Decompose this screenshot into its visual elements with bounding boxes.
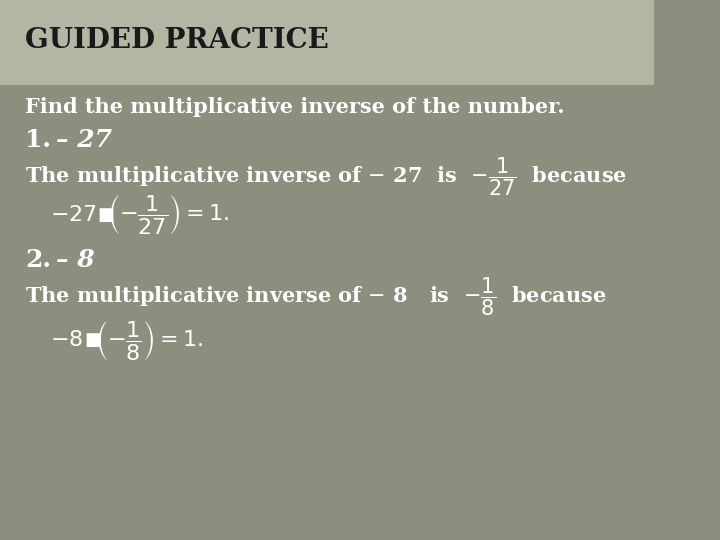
Text: $-8$: $-8$ [50,329,84,351]
Text: – 8: – 8 [56,248,95,272]
Text: 2.: 2. [25,248,51,272]
FancyBboxPatch shape [0,0,654,85]
Text: GUIDED PRACTICE: GUIDED PRACTICE [25,26,329,53]
Text: The multiplicative inverse of $-$ 8   is  $-\dfrac{1}{8}$  because: The multiplicative inverse of $-$ 8 is $… [25,276,607,318]
Text: 1.: 1. [25,128,51,152]
Text: The multiplicative inverse of $-$ 27  is  $-\dfrac{1}{27}$  because: The multiplicative inverse of $-$ 27 is … [25,156,627,198]
Text: $\left(-\dfrac{1}{27}\right) = 1.$: $\left(-\dfrac{1}{27}\right) = 1.$ [107,193,230,237]
Text: ■: ■ [84,331,102,349]
Text: $-27$: $-27$ [50,204,97,226]
Text: ■: ■ [97,206,114,224]
Text: – 27: – 27 [56,128,112,152]
Text: $\left(-\dfrac{1}{8}\right) = 1.$: $\left(-\dfrac{1}{8}\right) = 1.$ [94,319,203,361]
Text: Find the multiplicative inverse of the number.: Find the multiplicative inverse of the n… [25,97,565,117]
